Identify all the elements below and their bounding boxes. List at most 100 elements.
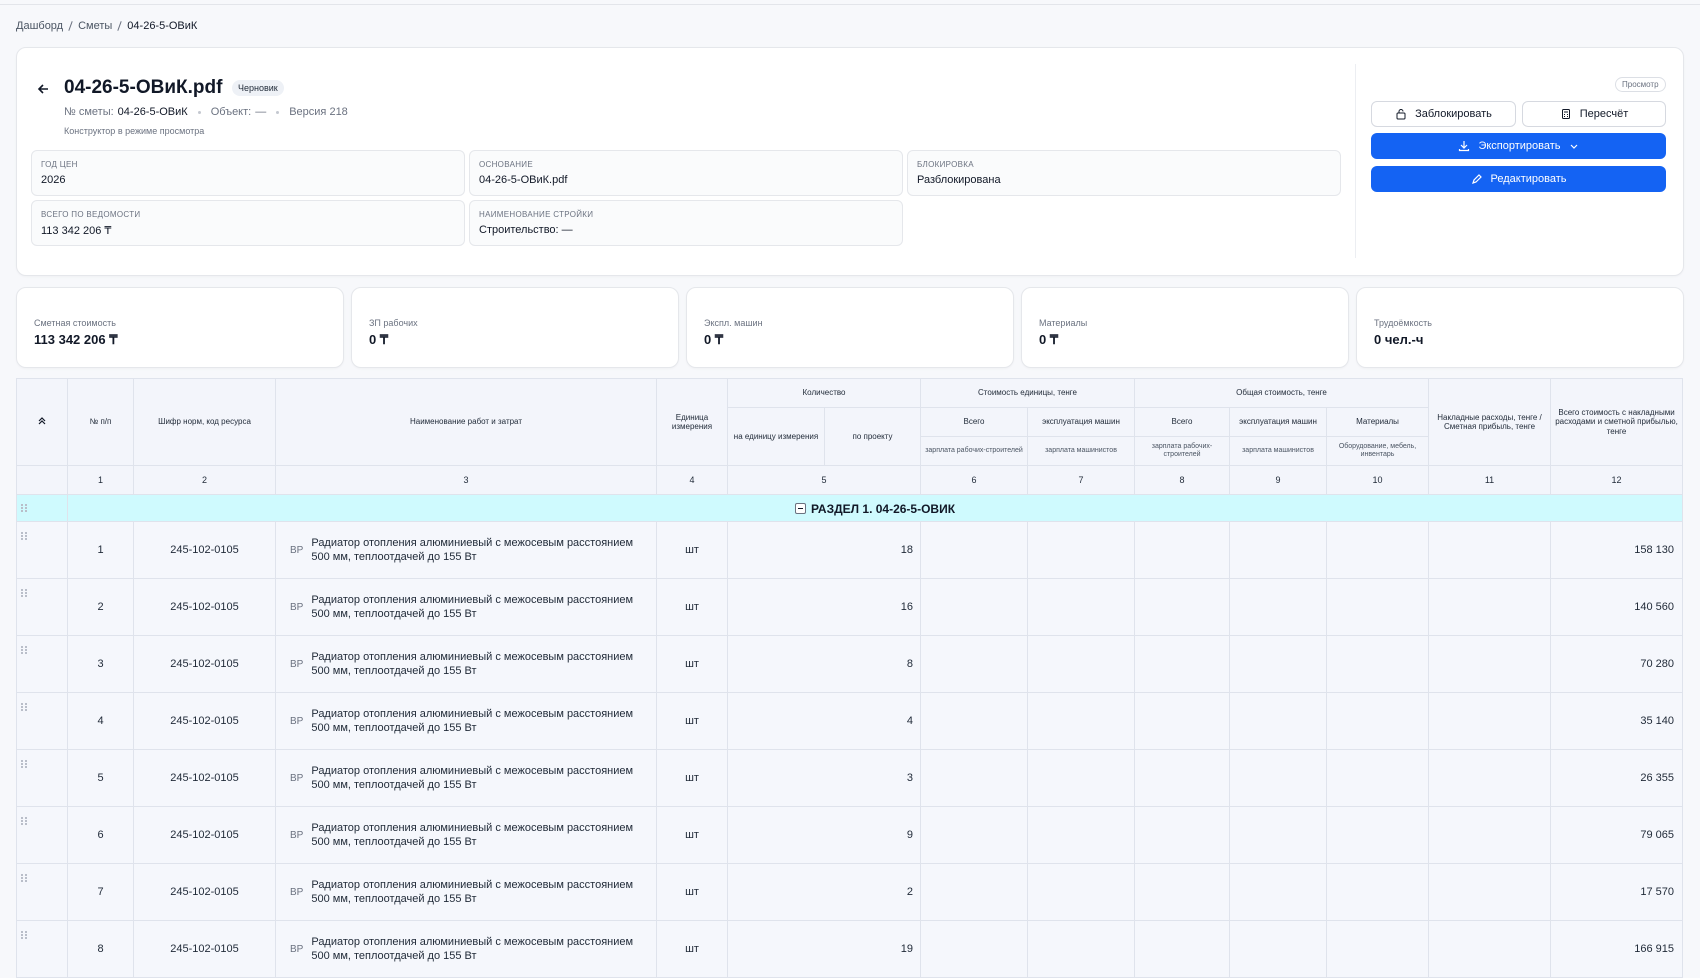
name-wrap: ВР Радиатор отопления алюминиевый с межос… xyxy=(290,878,652,907)
collapse-icon[interactable] xyxy=(37,416,47,426)
summary-card: Трудоёмкость 0 чел.-ч xyxy=(1356,287,1684,368)
name: Радиатор отопления алюминиевый с межосев… xyxy=(311,536,634,563)
meta-value: — xyxy=(255,106,267,118)
name-wrap: ВР Радиатор отопления алюминиевый с межос… xyxy=(290,935,652,964)
drag-cell xyxy=(16,749,68,807)
drag-cell xyxy=(16,494,68,522)
download-icon xyxy=(1459,141,1470,152)
empty-cell xyxy=(920,863,1028,921)
row-number: 2 xyxy=(67,578,134,636)
drag-handle[interactable] xyxy=(21,931,27,939)
grand-total: 26 355 xyxy=(1550,749,1684,807)
empty-cell xyxy=(1134,578,1231,636)
empty-cell xyxy=(1326,578,1430,636)
summary-card: ЗП рабочих 0 ₸ xyxy=(351,287,679,368)
column-subheader: зарплата машинистов xyxy=(1229,436,1328,466)
name: Радиатор отопления алюминиевый с межосев… xyxy=(311,935,634,962)
summary-label: Трудоёмкость xyxy=(1374,318,1432,328)
name-wrap: ВР Радиатор отопления алюминиевый с межос… xyxy=(290,707,652,736)
empty-cell xyxy=(1428,578,1552,636)
button-label: Пересчёт xyxy=(1579,108,1629,120)
name: Радиатор отопления алюминиевый с межосев… xyxy=(311,764,634,791)
grand-total: 79 065 xyxy=(1550,806,1684,864)
empty-cell xyxy=(1134,749,1231,807)
empty-cell xyxy=(920,635,1028,693)
column-header: Единица измерения xyxy=(656,378,728,466)
column-number: 11 xyxy=(1428,465,1552,495)
table-row: 5 245-102-0105 ВР Радиатор отопления алюмин… xyxy=(16,749,1684,807)
header-row: на единицу измерения по проекту Всего экспл… xyxy=(17,407,1683,466)
resource-type: ВР xyxy=(290,601,304,613)
empty-cell xyxy=(1134,521,1231,579)
page: Дашборд Сметы 04-26-5-ОВиК 04-26-5-ОВиК.… xyxy=(0,4,1700,978)
code: 245-102-0105 xyxy=(133,578,276,636)
unit: шт xyxy=(656,521,728,579)
name-cell: ВР Радиатор отопления алюминиевый с межос… xyxy=(275,863,657,921)
drag-handle[interactable] xyxy=(21,646,27,654)
breadcrumb[interactable]: Дашборд xyxy=(16,20,64,32)
column-number: 12 xyxy=(1550,465,1684,495)
empty-cell xyxy=(1026,521,1136,579)
empty-cell xyxy=(1326,635,1430,693)
summary-card: Сметная стоимость 113 342 206 ₸ xyxy=(16,287,344,368)
quantity: 18 xyxy=(727,521,921,579)
summary-label: Сметная стоимость xyxy=(34,318,116,328)
section-title: РАЗДЕЛ 1. 04-26-5-ОВИК xyxy=(810,501,956,516)
drag-handle[interactable] xyxy=(21,504,27,512)
column-number: 5 xyxy=(727,465,921,495)
column-subheader: Оборудование, мебель, инвентарь xyxy=(1326,436,1430,466)
empty-cell xyxy=(1428,806,1552,864)
table-row: 7 245-102-0105 ВР Радиатор отопления алюмин… xyxy=(16,863,1684,921)
collapse-toggle[interactable] xyxy=(794,502,806,514)
unit: шт xyxy=(656,635,728,693)
separator xyxy=(68,21,73,31)
export-button[interactable]: Экспортировать xyxy=(1371,133,1666,159)
name-cell: ВР Радиатор отопления алюминиевый с межос… xyxy=(275,749,657,807)
empty-cell xyxy=(920,692,1028,750)
drag-cell xyxy=(16,578,68,636)
drag-handle[interactable] xyxy=(21,760,27,768)
name-cell: ВР Радиатор отопления алюминиевый с межос… xyxy=(275,920,657,978)
field-value: 2026 xyxy=(41,174,66,186)
empty-cell xyxy=(1026,920,1136,978)
drag-cell xyxy=(16,863,68,921)
drag-handle[interactable] xyxy=(21,817,27,825)
version: Версия 218 xyxy=(289,106,348,118)
breadcrumbs: Дашборд Сметы 04-26-5-ОВиК xyxy=(16,20,197,32)
breadcrumb[interactable]: Сметы xyxy=(78,20,113,32)
empty-cell xyxy=(1229,920,1328,978)
lock-button[interactable]: Заблокировать xyxy=(1371,101,1516,127)
drag-handle[interactable] xyxy=(21,703,27,711)
drag-handle[interactable] xyxy=(21,589,27,597)
bullet xyxy=(197,110,201,114)
column-number: 4 xyxy=(656,465,728,495)
column-header: Шифр норм, код ресурса xyxy=(133,378,276,466)
drag-handle[interactable] xyxy=(21,874,27,882)
empty-cell xyxy=(920,749,1028,807)
drag-handle[interactable] xyxy=(21,532,27,540)
grand-total: 158 130 xyxy=(1550,521,1684,579)
summary-card: Экспл. машин 0 ₸ xyxy=(686,287,1014,368)
column-number: 6 xyxy=(920,465,1028,495)
field-label: БЛОКИРОВКА xyxy=(917,160,974,169)
field-label: ГОД ЦЕН xyxy=(41,160,78,169)
empty-cell xyxy=(1326,806,1430,864)
row-number: 4 xyxy=(67,692,134,750)
drag-cell xyxy=(16,521,68,579)
edit-button[interactable]: Редактировать xyxy=(1371,166,1666,192)
unit: шт xyxy=(656,749,728,807)
back-button[interactable] xyxy=(36,82,50,96)
column-header: на единицу измерения xyxy=(727,407,825,466)
summary-value: 0 ₸ xyxy=(369,332,389,347)
resource-type: ВР xyxy=(290,772,304,784)
empty-cell xyxy=(1229,635,1328,693)
name-wrap: ВР Радиатор отопления алюминиевый с межос… xyxy=(290,593,652,622)
estimate-table: № п/п Шифр норм, код ресурса Наименование … xyxy=(16,378,1684,978)
unit: шт xyxy=(656,692,728,750)
code: 245-102-0105 xyxy=(133,521,276,579)
row-number: 8 xyxy=(67,920,134,978)
grand-total: 140 560 xyxy=(1550,578,1684,636)
empty-cell xyxy=(1026,692,1136,750)
resource-type: ВР xyxy=(290,715,304,727)
recalc-button[interactable]: Пересчёт xyxy=(1522,101,1666,127)
